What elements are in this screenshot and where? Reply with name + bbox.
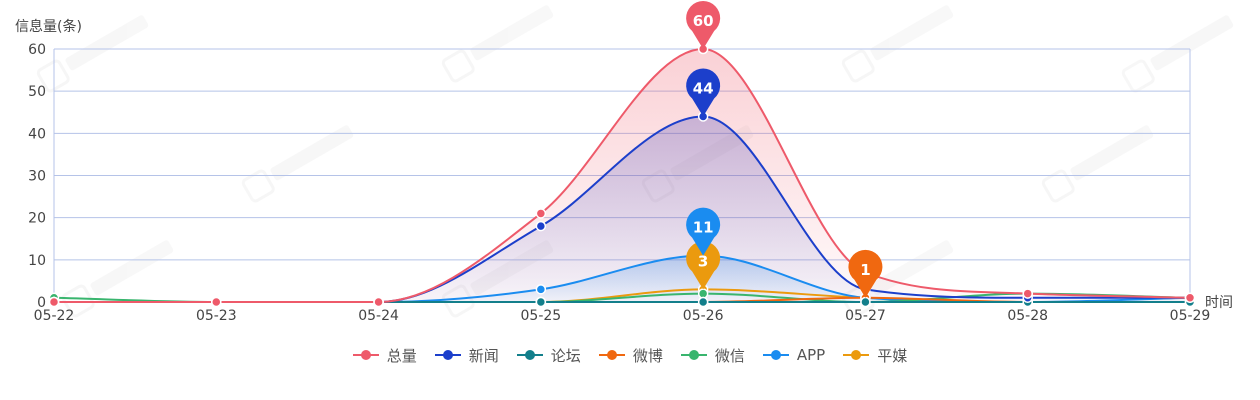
watermark-logo xyxy=(1121,15,1234,93)
x-tick-label: 05-28 xyxy=(1007,308,1048,324)
x-tick-label: 05-29 xyxy=(1170,308,1211,324)
marker-pin xyxy=(686,207,721,256)
legend-item[interactable]: 新闻 xyxy=(434,345,499,366)
data-point xyxy=(535,296,547,308)
data-point xyxy=(1184,292,1196,304)
data-point xyxy=(535,208,547,219)
y-axis-title: 信息量(条) xyxy=(15,18,82,35)
legend-marker-icon xyxy=(762,349,789,361)
watermark-logo xyxy=(61,240,174,318)
x-tick-label: 05-24 xyxy=(358,308,399,324)
marker-label: 1 xyxy=(860,261,870,279)
x-axis-title: 时间 xyxy=(1205,295,1233,311)
legend-label: 微信 xyxy=(714,346,745,365)
data-point xyxy=(697,288,709,299)
legend-label: 新闻 xyxy=(468,346,499,365)
y-axis-ticks: 0 10 20 30 40 50 60 xyxy=(28,42,46,311)
marker-pin xyxy=(848,249,883,298)
legend-label: 论坛 xyxy=(550,346,581,365)
legend-marker-icon xyxy=(516,349,543,361)
y-tick-label: 0 xyxy=(37,295,46,311)
y-tick-label: 50 xyxy=(28,84,46,100)
series-line-0 xyxy=(54,48,1191,304)
x-tick-label: 05-27 xyxy=(845,308,886,324)
x-tick-label: 05-26 xyxy=(683,308,724,324)
watermark-logo xyxy=(441,5,554,83)
y-tick-label: 10 xyxy=(28,253,46,269)
y-tick-label: 40 xyxy=(28,126,46,142)
legend-item[interactable]: 平媒 xyxy=(843,345,907,366)
watermark-logo xyxy=(36,15,149,93)
watermark-logo xyxy=(841,5,954,83)
legend-item[interactable]: 总量 xyxy=(352,345,417,366)
x-tick-label: 05-22 xyxy=(34,308,75,324)
legend-item[interactable]: 微博 xyxy=(598,345,663,366)
series-area-0 xyxy=(54,49,1190,302)
legend-marker-icon xyxy=(352,349,379,361)
data-point xyxy=(373,296,384,308)
marker-label: 44 xyxy=(693,79,714,97)
series-lines xyxy=(53,48,1191,304)
x-tick-label: 05-23 xyxy=(196,308,237,324)
legend-item[interactable]: 微信 xyxy=(680,345,745,366)
marker-pin xyxy=(686,241,721,290)
marker-pin xyxy=(686,1,721,50)
data-point xyxy=(535,284,547,295)
legend-marker-icon xyxy=(680,349,707,361)
marker-pin xyxy=(686,68,721,117)
chart-legend: 总量 新闻 论坛 微博 微信 APP 平媒 xyxy=(0,340,1260,370)
legend-item[interactable]: 论坛 xyxy=(516,345,581,366)
data-point xyxy=(211,296,222,308)
max-marker: 1 xyxy=(848,249,883,298)
y-tick-label: 30 xyxy=(28,169,46,185)
marker-label: 3 xyxy=(698,252,708,270)
max-marker: 44 xyxy=(686,68,721,117)
legend-label: 总量 xyxy=(386,346,417,365)
legend-marker-icon xyxy=(843,349,870,361)
marker-label: 60 xyxy=(693,12,714,30)
x-axis-ticks: 05-22 05-23 05-24 05-25 05-26 05-27 05-28 05-29 xyxy=(34,302,1211,324)
data-point xyxy=(697,296,709,308)
y-tick-label: 20 xyxy=(28,211,46,227)
max-marker: 60 xyxy=(686,1,721,50)
legend-marker-icon xyxy=(598,349,625,361)
legend-label: APP xyxy=(796,346,826,364)
data-point xyxy=(535,220,547,232)
data-point xyxy=(48,296,60,308)
legend-marker-icon xyxy=(434,349,461,361)
data-point xyxy=(1022,288,1033,299)
marker-label: 11 xyxy=(693,219,714,237)
y-tick-label: 60 xyxy=(28,42,46,58)
data-point xyxy=(860,296,871,308)
max-marker: 3 xyxy=(686,241,721,290)
max-marker: 11 xyxy=(686,207,721,256)
legend-label: 平媒 xyxy=(877,346,908,365)
legend-item[interactable]: APP xyxy=(762,346,826,364)
x-tick-label: 05-25 xyxy=(521,308,562,324)
series-areas xyxy=(54,49,1190,302)
legend-label: 微博 xyxy=(632,346,663,365)
